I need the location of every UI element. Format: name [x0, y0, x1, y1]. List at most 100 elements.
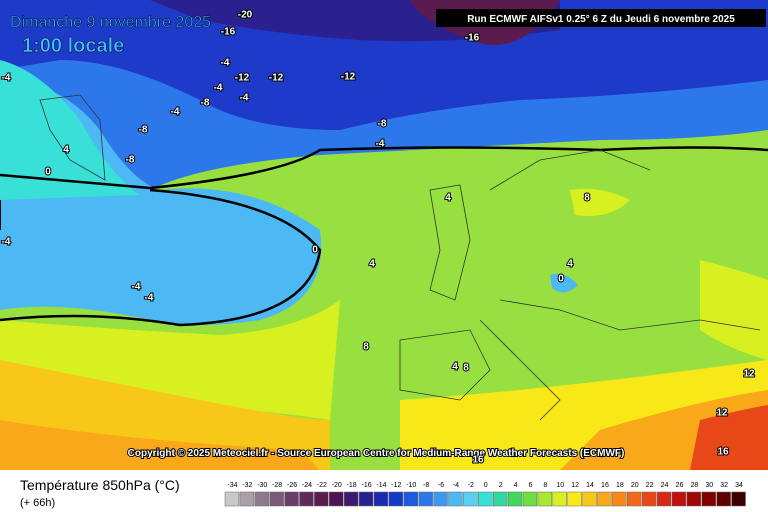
legend-swatch [299, 491, 314, 507]
contour-label: 16 [717, 447, 729, 458]
contour-label: 12 [743, 369, 755, 380]
legend-swatch [627, 491, 642, 507]
legend-swatch [403, 491, 418, 507]
legend-label: -24 [302, 482, 312, 489]
contour-label: -8 [201, 98, 210, 109]
contour-label: 4 [369, 259, 375, 270]
contour-label: -4 [221, 58, 230, 69]
legend-label: -28 [272, 482, 282, 489]
contour-label: 12 [716, 408, 728, 419]
legend-label: -6 [438, 482, 444, 489]
legend-label: 18 [616, 482, 624, 489]
legend-label: -18 [347, 482, 357, 489]
contour-label: -20 [238, 10, 253, 21]
contour-label: -8 [378, 119, 387, 130]
contour-label: 8 [463, 363, 469, 374]
legend-swatch [522, 491, 538, 507]
legend-swatch [448, 491, 463, 507]
legend-label: -14 [376, 482, 386, 489]
contour-label: -4 [240, 93, 249, 104]
legend-swatch [314, 491, 329, 507]
contour-label: -12 [341, 72, 356, 83]
legend-label: -20 [332, 482, 342, 489]
legend-swatch [597, 491, 612, 507]
legend-swatch [329, 491, 344, 507]
contour-label: -8 [126, 155, 135, 166]
contour-label: 4 [445, 193, 451, 204]
legend-swatch [716, 491, 731, 507]
contour-label: -4 [2, 73, 11, 84]
legend-swatch [478, 491, 493, 507]
legend-label: 6 [528, 482, 532, 489]
contour-label: 4 [452, 362, 458, 373]
legend-swatch [343, 491, 359, 507]
legend-label: -8 [423, 482, 429, 489]
legend-swatch [686, 491, 702, 507]
footer-title: Température 850hPa (°C) [20, 477, 180, 493]
legend-swatch [641, 491, 657, 507]
legend-label: 12 [571, 482, 579, 489]
legend-label: 4 [514, 482, 518, 489]
lead-time: (+ 66h) [20, 497, 55, 509]
legend-swatch [552, 491, 567, 507]
legend-swatch [537, 491, 553, 507]
legend-label: -22 [317, 482, 327, 489]
legend-label: -4 [453, 482, 459, 489]
legend-label: -26 [287, 482, 297, 489]
contour-label: -4 [171, 107, 180, 118]
legend-swatch [239, 491, 255, 507]
contour-label: -4 [2, 237, 11, 248]
temperature-fields [0, 0, 768, 470]
contour-label: 0 [312, 245, 318, 256]
legend-swatch [582, 491, 597, 507]
legend-label: 20 [631, 482, 639, 489]
run-info: Run ECMWF AIFSv1 0.25° 6 Z du Jeudi 6 no… [467, 14, 735, 25]
contour-label: -4 [376, 139, 385, 150]
legend-label: -12 [391, 482, 401, 489]
contour-label: -16 [465, 33, 480, 44]
legend-swatch [269, 491, 284, 507]
legend-label: 22 [646, 482, 654, 489]
legend-swatch [567, 491, 582, 507]
legend-label: 28 [690, 482, 698, 489]
legend-swatch [373, 491, 389, 507]
legend-label: 8 [543, 482, 547, 489]
legend-swatch [433, 491, 448, 507]
contour-label: 8 [363, 342, 369, 353]
contour-label: -12 [235, 73, 250, 84]
contour-label: 4 [567, 259, 573, 270]
legend-swatch [254, 491, 269, 507]
legend-label: 24 [661, 482, 669, 489]
legend-label: 32 [720, 482, 728, 489]
run-box [436, 9, 766, 27]
legend-swatch [463, 491, 478, 507]
contour-label: 4 [63, 145, 69, 156]
contour-label: -4 [132, 282, 141, 293]
contour-label: 0 [45, 167, 51, 178]
legend-swatch [492, 491, 508, 507]
legend-swatch [418, 491, 433, 507]
coastlines [39, 94, 761, 421]
legend-swatch [612, 491, 627, 507]
legend-swatch [671, 491, 687, 507]
legend-label: -2 [468, 482, 474, 489]
legend-label: -10 [406, 482, 416, 489]
legend-label: 14 [586, 482, 594, 489]
contour-label: -8 [139, 125, 148, 136]
contour-label: -16 [221, 27, 236, 38]
contour-label: -4 [214, 83, 223, 94]
legend-swatch [507, 491, 523, 507]
legend-label: 30 [705, 482, 713, 489]
copyright: Copyright © 2025 Meteociel.fr - Source E… [128, 448, 625, 459]
legend-swatch [284, 491, 299, 507]
legend-label: -34 [227, 482, 237, 489]
contour-label: -4 [145, 293, 154, 304]
legend-label: 16 [601, 482, 609, 489]
legend-swatch [656, 491, 672, 507]
legend-label: -32 [242, 482, 252, 489]
legend-swatch [701, 491, 716, 507]
legend-swatch [224, 491, 240, 507]
legend-label: 2 [499, 482, 503, 489]
legend-label: 0 [484, 482, 488, 489]
